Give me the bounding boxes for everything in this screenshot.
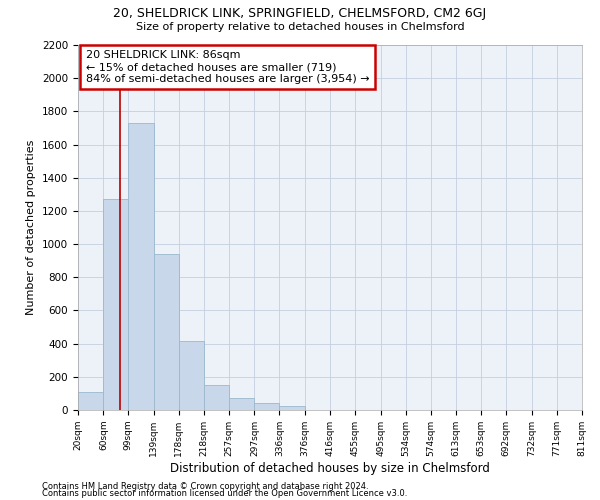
Text: 20 SHELDRICK LINK: 86sqm
← 15% of detached houses are smaller (719)
84% of semi-: 20 SHELDRICK LINK: 86sqm ← 15% of detach… [86, 50, 369, 84]
Bar [154, 254, 179, 410]
Bar [204, 385, 229, 410]
Text: Size of property relative to detached houses in Chelmsford: Size of property relative to detached ho… [136, 22, 464, 32]
Bar [103, 200, 128, 410]
Bar [78, 392, 103, 410]
Bar [254, 404, 280, 410]
Text: 20, SHELDRICK LINK, SPRINGFIELD, CHELMSFORD, CM2 6GJ: 20, SHELDRICK LINK, SPRINGFIELD, CHELMSF… [113, 8, 487, 20]
Text: Contains public sector information licensed under the Open Government Licence v3: Contains public sector information licen… [42, 490, 407, 498]
Y-axis label: Number of detached properties: Number of detached properties [26, 140, 37, 315]
Bar [179, 341, 204, 410]
Bar [128, 123, 154, 410]
Bar [229, 398, 254, 410]
Text: Contains HM Land Registry data © Crown copyright and database right 2024.: Contains HM Land Registry data © Crown c… [42, 482, 368, 491]
Bar [280, 406, 305, 410]
X-axis label: Distribution of detached houses by size in Chelmsford: Distribution of detached houses by size … [170, 462, 490, 474]
